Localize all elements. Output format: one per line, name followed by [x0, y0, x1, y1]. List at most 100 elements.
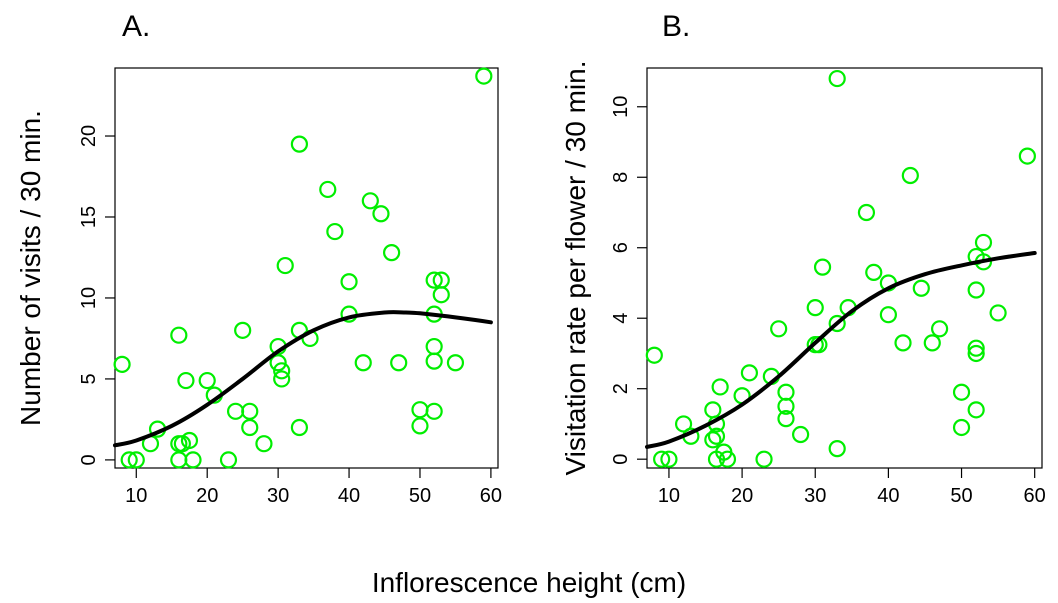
panel-a-x-tick-label: 40	[338, 485, 360, 507]
panel-a-data-point	[411, 401, 429, 419]
panel-a-data-point	[290, 135, 309, 153]
panel-b-data-point	[967, 401, 985, 419]
panel-a-data-point	[326, 222, 344, 241]
panel-b-x-tick-label: 50	[950, 485, 972, 507]
panel-a-y-ticks: 0 5 10 15 20	[78, 125, 115, 465]
panel-a-data-point	[390, 354, 408, 372]
panel-a-data-point	[425, 337, 443, 356]
panel-a-x-tick-label: 20	[196, 485, 218, 507]
panel-b-data-point	[777, 397, 795, 415]
panel-b-data-point	[813, 258, 832, 276]
panel-b-data-point	[974, 233, 993, 252]
panel-b-x-tick-label: 10	[658, 485, 680, 507]
panel-b-x-tick-label: 20	[731, 485, 753, 507]
panel-b-data-point	[912, 279, 930, 297]
panel-b-data-point	[894, 334, 912, 352]
panel-a-data-point	[113, 355, 131, 373]
panel-b-data-point	[967, 281, 985, 299]
panel-b-data-point	[653, 450, 671, 468]
panel-a-data-point	[432, 286, 450, 304]
panel-b-data-point	[857, 203, 876, 222]
panel-a-data-point	[425, 402, 443, 420]
panel-a-data-point	[290, 418, 309, 437]
panel-a-data-point	[177, 371, 195, 390]
panel-b-y-tick-label: 8	[610, 172, 632, 183]
panel-a-data-point	[170, 326, 188, 344]
panel-b-data-point	[777, 410, 795, 428]
panel-a-data-point	[276, 256, 294, 275]
panel-a-data-point	[475, 67, 493, 85]
panel-b-x-ticks: 10 20 30 40 50 60	[658, 468, 1046, 507]
panel-a-data-point	[383, 244, 401, 262]
panel-b-data-point	[718, 450, 737, 468]
panel-a-data-point	[273, 370, 291, 388]
panel-a-data-point	[219, 451, 238, 469]
panel-a-points	[113, 67, 493, 469]
panel-b-fit-curve	[645, 251, 1037, 449]
panel-a-data-point	[170, 451, 188, 469]
panel-b-ylabel: Visitation rate per flower / 30 min.	[560, 60, 591, 475]
panel-a-frame	[114, 67, 499, 469]
panel-b-data-point	[704, 431, 722, 449]
panel-a-data-point	[354, 354, 372, 372]
panel-a-data-point	[446, 354, 465, 372]
panel-a-data-point	[198, 371, 216, 390]
panel-a-data-point	[184, 451, 202, 469]
panel-b-frame	[646, 67, 1043, 469]
panel-a-data-point	[411, 417, 429, 435]
panel-b-data-point	[828, 314, 846, 333]
panel-b-data-point	[989, 304, 1007, 322]
panel-b-data-point	[952, 383, 971, 401]
panel-b-data-point	[952, 418, 971, 437]
panel-b-x-tick-label: 30	[804, 485, 826, 507]
panel-b-data-point	[770, 320, 788, 338]
panel-a-data-point	[180, 431, 199, 450]
panel-a-data-point	[425, 271, 443, 289]
panel-b-label: B.	[662, 10, 690, 43]
panel-b-y-tick-label: 2	[610, 383, 632, 394]
panel-b-data-point	[806, 299, 824, 317]
panel-b-data-point	[792, 425, 810, 444]
panel-a-data-point	[234, 321, 252, 339]
panel-a-ylabel: Number of visits / 30 min.	[15, 110, 46, 426]
panel-b-data-point	[755, 450, 773, 468]
panel-a-y-tick-label: 20	[78, 125, 100, 147]
panel-a-x-ticks: 10 20 30 40 50 60	[125, 468, 502, 507]
panel-a-data-point	[269, 354, 287, 372]
panel-b-x-tick-label: 40	[877, 485, 899, 507]
panel-b-y-tick-label: 0	[610, 454, 632, 465]
panel-a-y-tick-label: 15	[78, 206, 100, 228]
panel-b-points	[645, 69, 1036, 468]
panel-b-data-point	[707, 427, 726, 445]
panel-b-y-ticks: 0 2 4 6 8 10	[610, 96, 647, 465]
panel-a-label: A.	[122, 10, 150, 43]
panel-a-y-tick-label: 10	[78, 287, 100, 309]
panel-a-data-point	[361, 192, 379, 210]
panel-b-y-tick-label: 6	[610, 242, 632, 253]
panel-a-x-tick-label: 50	[409, 485, 431, 507]
panel-a-data-point	[425, 352, 443, 370]
panel-a-data-point	[170, 435, 188, 453]
panel-a-x-tick-label: 30	[267, 485, 289, 507]
shared-x-axis-title: Inflorescence height (cm)	[372, 567, 686, 598]
panel-a-x-tick-label: 10	[125, 485, 147, 507]
panel-b-data-point	[777, 383, 795, 401]
panel-b-data-point	[740, 364, 759, 382]
panel-a-data-point	[340, 273, 358, 291]
panel-b-data-point	[930, 320, 949, 338]
panel-a: A. Number of visits / 30 min. 10 20 30 40 50…	[15, 10, 502, 507]
panel-b-data-point	[704, 401, 722, 419]
panel-a-data-point	[241, 418, 259, 437]
panel-b-data-point	[660, 450, 678, 468]
panel-a-data-point	[255, 435, 273, 453]
panel-b-data-point	[1018, 147, 1036, 165]
panel-b-data-point	[828, 69, 846, 88]
panel-a-data-point	[273, 362, 291, 380]
panel-b-data-point	[923, 334, 941, 352]
panel-a-data-point	[120, 451, 138, 469]
panel-a-data-point	[319, 180, 337, 199]
panel-b-data-point	[967, 339, 985, 357]
panel-b-y-tick-label: 10	[610, 96, 632, 118]
panel-a-data-point	[241, 402, 259, 420]
